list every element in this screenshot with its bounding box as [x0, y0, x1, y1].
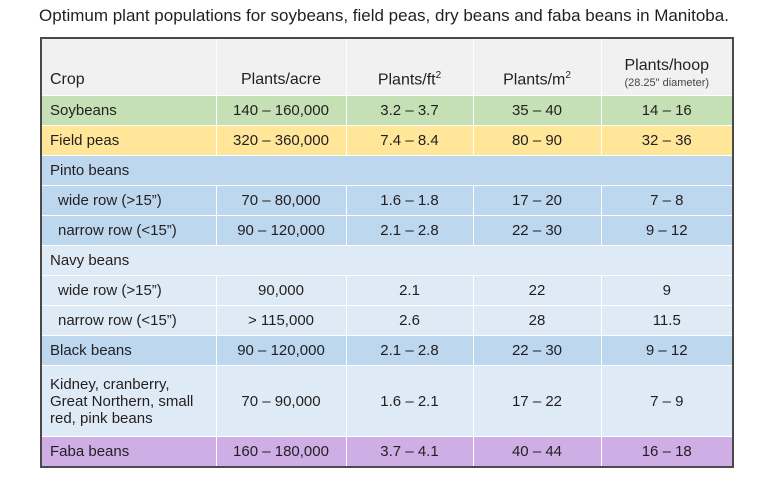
cell-crop: Field peas: [40, 125, 217, 156]
cell-ft2: 7.4 – 8.4: [345, 125, 474, 156]
cell-ft2: 3.2 – 3.7: [345, 95, 474, 126]
cell-ft2: 2.6: [345, 305, 474, 336]
table-row: wide row (>15”) 70 – 80,000 1.6 – 1.8 17 – …: [40, 185, 734, 216]
header-label: Plants/ft: [377, 71, 436, 88]
cell-crop: wide row (>15”): [40, 275, 217, 306]
cell-crop: Kidney, cranberry, Great Northern, small…: [40, 365, 217, 437]
table-title: Optimum plant populations for soybeans, …: [39, 6, 729, 25]
cell-crop: narrow row (<15”): [40, 305, 217, 336]
cell-m2: 22 – 30: [472, 215, 602, 246]
table-row: narrow row (<15”) 90 – 120,000 2.1 – 2.8 22…: [40, 215, 734, 246]
table-row: Pinto beans: [40, 155, 734, 186]
superscript: 2: [435, 69, 442, 81]
header-note: (28.25" diameter): [624, 77, 710, 89]
cell-hoop: 16 – 18: [600, 436, 734, 467]
table-row: narrow row (<15”) > 115,000 2.6 28 11.5: [40, 305, 734, 336]
superscript: 2: [565, 69, 571, 81]
cell-acre: 90,000: [215, 275, 347, 306]
header-plants-per-m2: Plants/m2: [472, 37, 602, 96]
table-row: wide row (>15”) 90,000 2.1 22 9: [40, 275, 734, 306]
cell-hoop: 32 – 36: [600, 125, 734, 156]
cell-acre: 90 – 120,000: [215, 335, 347, 366]
cell-crop: Black beans: [40, 335, 217, 366]
cell-m2: 28: [472, 305, 602, 336]
table-row: Navy beans: [40, 245, 734, 276]
cell-hoop: 14 – 16: [600, 95, 734, 126]
cell-acre: 140 – 160,000: [215, 95, 347, 126]
table-row: Black beans 90 – 120,000 2.1 – 2.8 22 – 30 9…: [40, 335, 734, 366]
cell-acre: 70 – 80,000: [215, 185, 347, 216]
cell-m2: 40 – 44: [472, 436, 602, 467]
cell-acre: > 115,000: [215, 305, 347, 336]
cell-hoop: 7 – 8: [600, 185, 734, 216]
cell-crop: wide row (>15”): [40, 185, 217, 216]
cell-ft2: 2.1 – 2.8: [345, 335, 474, 366]
cell-acre: 70 – 90,000: [215, 365, 347, 437]
cell-crop: Soybeans: [40, 95, 217, 126]
cell-m2: 80 – 90: [472, 125, 602, 156]
cell-hoop: 11.5: [600, 305, 734, 336]
cell-crop: Pinto beans: [40, 155, 734, 186]
cell-acre: 90 – 120,000: [215, 215, 347, 246]
header-label: Plants/hoop: [624, 57, 709, 74]
cell-m2: 22 – 30: [472, 335, 602, 366]
cell-m2: 35 – 40: [472, 95, 602, 126]
cell-m2: 17 – 20: [472, 185, 602, 216]
table-row: Faba beans 160 – 180,000 3.7 – 4.1 40 – 44 1…: [40, 436, 734, 467]
cell-ft2: 3.7 – 4.1: [345, 436, 474, 467]
cell-hoop: 9: [600, 275, 734, 306]
cell-crop: narrow row (<15”): [40, 215, 217, 246]
cell-acre: 320 – 360,000: [215, 125, 347, 156]
cell-m2: 17 – 22: [472, 365, 602, 437]
cell-acre: 160 – 180,000: [215, 436, 347, 467]
cell-ft2: 2.1 – 2.8: [345, 215, 474, 246]
table-row: Soybeans 140 – 160,000 3.2 – 3.7 35 – 40 14 …: [40, 95, 734, 126]
cell-ft2: 1.6 – 1.8: [345, 185, 474, 216]
header-plants-per-hoop: Plants/hoop (28.25" diameter): [600, 37, 734, 96]
plant-population-table: Crop Plants/acre Plants/ft2 Plants/m2 Pl…: [40, 37, 734, 468]
cell-hoop: 7 – 9: [600, 365, 734, 437]
cell-crop: Faba beans: [40, 436, 217, 467]
table-row: Kidney, cranberry, Great Northern, small…: [40, 365, 734, 437]
cell-ft2: 1.6 – 2.1: [345, 365, 474, 437]
cell-ft2: 2.1: [345, 275, 474, 306]
header-plants-per-ft2: Plants/ft2: [345, 37, 474, 96]
header-row: Crop Plants/acre Plants/ft2 Plants/m2 Pl…: [40, 37, 734, 96]
cell-hoop: 9 – 12: [600, 215, 734, 246]
cell-crop: Navy beans: [40, 245, 734, 276]
cell-m2: 22: [472, 275, 602, 306]
table-row: Field peas 320 – 360,000 7.4 – 8.4 80 – 90 3…: [40, 125, 734, 156]
header-label: Plants/m: [503, 71, 566, 88]
header-plants-per-acre: Plants/acre: [215, 37, 347, 96]
cell-hoop: 9 – 12: [600, 335, 734, 366]
header-crop: Crop: [40, 37, 217, 96]
